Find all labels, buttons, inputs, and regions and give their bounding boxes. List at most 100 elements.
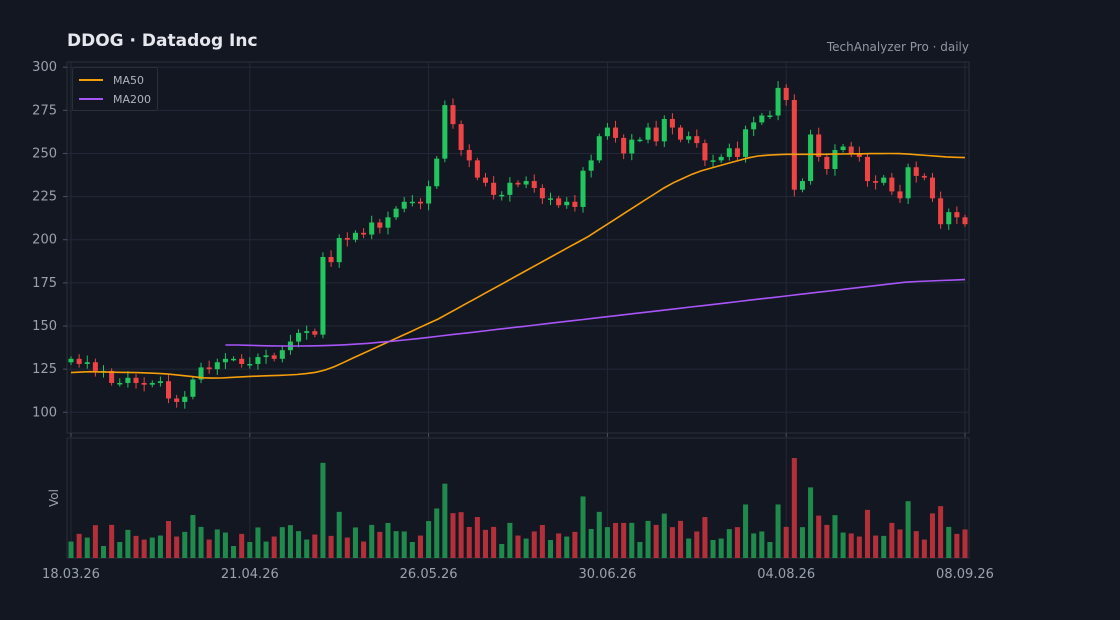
volume-bar (434, 508, 440, 558)
volume-bar (271, 536, 277, 558)
y-tick-label: 100 (32, 405, 57, 420)
candle-body (190, 379, 196, 397)
volume-bar (702, 517, 708, 558)
volume-bar (791, 458, 797, 558)
candle-body (369, 222, 375, 235)
candle-body (840, 146, 846, 151)
volume-bar (328, 535, 334, 558)
volume-bar (352, 527, 358, 558)
volume-bar (157, 535, 163, 558)
volume-bar (832, 515, 838, 558)
y-tick-label: 225 (32, 190, 57, 205)
y-tick-label: 175 (32, 276, 57, 291)
volume-bar (816, 515, 822, 558)
candle-body (539, 187, 545, 199)
candle-body (141, 382, 147, 385)
volume-bar (653, 524, 659, 558)
candle-body (68, 358, 74, 363)
candle-body (613, 127, 619, 138)
candle-body (678, 127, 684, 140)
candle-body (864, 156, 870, 182)
volume-bar (645, 520, 651, 558)
volume-bar (897, 529, 903, 558)
candle-body (694, 136, 700, 144)
candle-body (222, 358, 228, 363)
candle-body (344, 238, 350, 240)
volume-bar (84, 537, 90, 558)
candle-body (263, 355, 269, 358)
candle-body (962, 217, 968, 225)
volume-bar (905, 501, 911, 558)
candle-body (507, 182, 513, 195)
candle-body (751, 122, 757, 130)
volume-bar (596, 511, 602, 558)
volume-bar (621, 522, 627, 558)
candle-body (361, 232, 367, 235)
candle-body (856, 153, 862, 157)
x-tick-label: 26.05.26 (400, 567, 458, 582)
volume-bar (417, 535, 423, 558)
volume-axis-label: Vol (47, 489, 61, 507)
candle-body (434, 158, 440, 187)
volume-bar (938, 506, 944, 558)
volume-bar (100, 546, 107, 558)
candle-body (938, 198, 944, 225)
volume-bar (279, 527, 285, 558)
candle-body (304, 331, 310, 333)
legend-label-ma200: MA200 (113, 92, 152, 106)
volume-bar (190, 515, 196, 558)
candle-body (442, 105, 448, 159)
ma200-line (225, 278, 966, 347)
volume-bar (629, 522, 635, 558)
candle-body (92, 362, 98, 371)
volume-bar (336, 511, 342, 558)
candle-body (117, 382, 123, 385)
candle-body (271, 355, 277, 359)
candle-body (279, 350, 285, 359)
volume-bar (523, 538, 529, 558)
y-tick-label: 275 (32, 103, 57, 118)
chart-legend: MA50 MA200 (72, 67, 158, 111)
volume-bar (222, 532, 228, 558)
candle-body (547, 198, 554, 200)
candle-body (109, 370, 115, 383)
volume-bar (783, 526, 789, 558)
candle-body (702, 143, 708, 161)
volume-bar (214, 529, 220, 558)
candle-body (214, 362, 220, 370)
volume-bar (117, 542, 123, 558)
candle-body (669, 118, 675, 128)
candle-body (791, 99, 797, 190)
volume-bar (946, 526, 952, 558)
volume-bar (182, 531, 188, 558)
candle-body (377, 222, 383, 228)
y-tick-label: 250 (32, 146, 57, 161)
candle-body (409, 201, 415, 204)
candle-body (808, 134, 814, 182)
candle-body (157, 381, 163, 383)
volume-bar (491, 526, 497, 558)
volume-bar (92, 525, 98, 558)
candle-body (921, 175, 927, 178)
candle-body (296, 332, 302, 342)
candle-body (759, 115, 765, 123)
volume-bar (954, 533, 960, 558)
candle-body (775, 87, 781, 116)
volume-bar (149, 537, 155, 558)
chart-title: DDOG · Datadog Inc (67, 31, 258, 51)
volume-bar (539, 524, 545, 558)
candle-body (84, 362, 90, 364)
candle-body (482, 177, 489, 183)
volume-bar (556, 533, 562, 558)
candle-body (718, 156, 724, 161)
candle-body (653, 127, 659, 142)
volume-bar (482, 529, 489, 558)
volume-bar (125, 529, 131, 558)
candle-body (125, 377, 131, 383)
candle-body (523, 181, 529, 185)
volume-bar (669, 527, 675, 558)
candle-body (174, 398, 180, 402)
candle-body (645, 127, 651, 140)
volume-bar (588, 528, 594, 558)
